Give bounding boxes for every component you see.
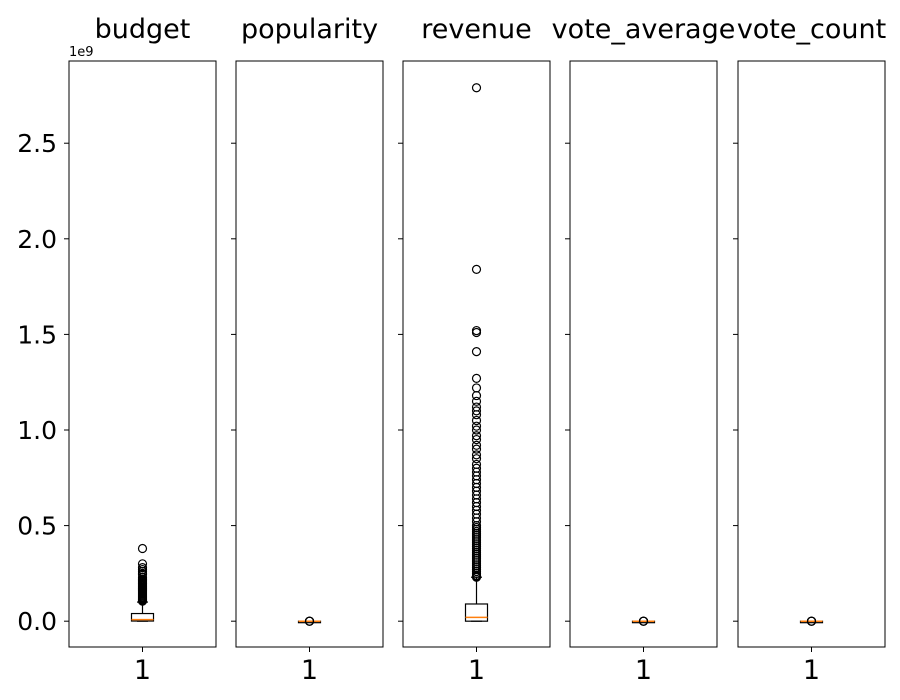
y-tick-label: 0.5	[17, 512, 57, 541]
outlier-point	[137, 559, 148, 569]
panel-vote-count: vote_count 1	[733, 14, 886, 686]
outlier-point	[471, 264, 482, 274]
outlier-point	[471, 450, 482, 460]
outlier-point	[471, 431, 482, 441]
y-tick-label: 1.5	[17, 320, 57, 349]
outlier-point	[806, 616, 817, 626]
outlier-point	[638, 616, 649, 626]
panel-title: popularity	[241, 14, 378, 45]
outlier-point	[471, 325, 482, 336]
outlier-point	[471, 383, 482, 393]
outlier-point	[471, 425, 482, 435]
outlier-point	[471, 402, 482, 412]
panel-title: vote_count	[737, 14, 886, 45]
iqr-box	[130, 612, 155, 622]
panel-revenue: revenue 1	[398, 14, 551, 686]
iqr-box	[464, 603, 489, 622]
x-tick-label: 1	[134, 655, 151, 686]
outlier-point	[137, 543, 148, 554]
panel-title: revenue	[421, 14, 532, 45]
outlier-point	[471, 454, 482, 464]
x-tick-label: 1	[468, 655, 485, 686]
y-tick-label: 1.0	[17, 416, 57, 445]
panel-popularity: popularity 1	[231, 14, 384, 686]
outlier-point	[471, 415, 482, 426]
x-tick-label: 1	[635, 655, 652, 686]
outlier-point	[137, 563, 148, 573]
x-tick-label: 1	[301, 655, 318, 686]
y-offset-label: 1e9	[69, 45, 94, 60]
plot-root: budget0.00.51.01.52.02.51popularity1reve…	[17, 14, 886, 686]
outlier-point	[304, 616, 315, 626]
y-tick-label: 0.0	[17, 607, 57, 636]
outlier-point	[471, 434, 482, 445]
x-tick-label: 1	[803, 655, 820, 686]
outlier-point	[471, 440, 482, 450]
outlier-point	[471, 396, 482, 406]
panel-vote-average: vote_average 1	[552, 14, 736, 686]
outlier-point	[471, 459, 482, 470]
outlier-point	[471, 83, 482, 93]
y-tick-label: 2.0	[17, 225, 57, 254]
outlier-point	[471, 444, 482, 454]
outlier-point	[471, 406, 482, 416]
panel-title: vote_average	[552, 14, 736, 45]
outlier-point	[471, 463, 482, 473]
outlier-point	[471, 421, 482, 431]
panel-title: budget	[95, 14, 191, 45]
outlier-point	[471, 373, 482, 383]
panel-budget: budget 0.0 0.5 1.0 1.5 2.0 2.5 1	[17, 14, 217, 686]
outlier-point	[471, 347, 482, 357]
y-tick-label: 2.5	[17, 129, 57, 158]
